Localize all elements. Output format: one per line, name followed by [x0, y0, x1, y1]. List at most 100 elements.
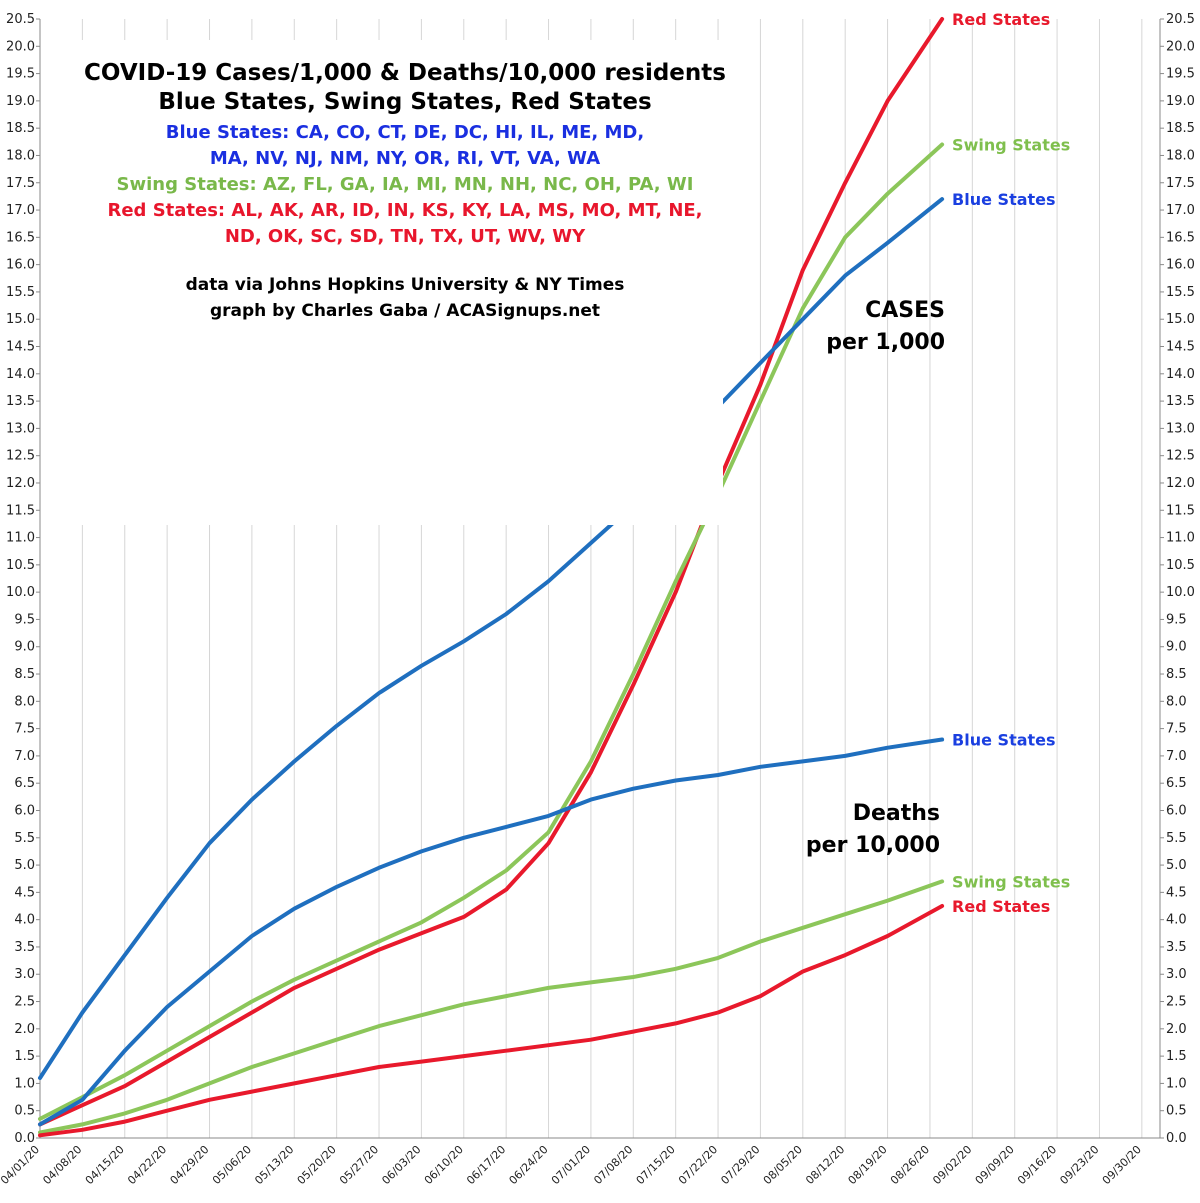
y-tick-label-left: 0.5	[14, 1104, 35, 1119]
y-tick-label-right: 2.0	[1166, 1022, 1187, 1037]
group-line-red-2: ND, OK, SC, SD, TN, TX, UT, WV, WY	[225, 226, 586, 247]
y-tick-label-left: 7.0	[14, 749, 35, 764]
series-label-cases-blue: Blue States	[952, 190, 1055, 209]
y-tick-label-left: 16.5	[6, 230, 35, 245]
y-tick-label-right: 0.5	[1166, 1104, 1187, 1119]
x-tick-label: 08/26/20	[888, 1143, 932, 1187]
y-tick-label-left: 15.5	[6, 285, 35, 300]
x-tick-label: 05/13/20	[252, 1143, 296, 1187]
y-tick-label-left: 8.5	[14, 667, 35, 682]
x-tick-label: 09/23/20	[1057, 1143, 1101, 1187]
y-tick-label-left: 12.0	[6, 476, 35, 491]
y-tick-label-left: 11.5	[6, 503, 35, 518]
series-line-deaths-blue	[38, 737, 945, 1127]
y-tick-label-left: 7.5	[14, 722, 35, 737]
chart-subtitle: Blue States, Swing States, Red States	[158, 89, 651, 115]
y-tick-label-right: 11.0	[1166, 531, 1195, 546]
y-tick-label-left: 5.5	[14, 831, 35, 846]
y-tick-label-left: 3.5	[14, 940, 35, 955]
x-tick-label: 08/12/20	[803, 1143, 847, 1187]
y-tick-label-right: 10.0	[1166, 585, 1195, 600]
series-line-deaths-red	[38, 904, 945, 1138]
x-tick-label: 09/30/20	[1100, 1143, 1144, 1187]
y-tick-label-right: 12.0	[1166, 476, 1195, 491]
series-label-cases-red: Red States	[952, 10, 1050, 29]
y-tick-label-right: 19.0	[1166, 94, 1195, 109]
y-tick-label-left: 15.0	[6, 312, 35, 327]
y-tick-label-right: 2.5	[1166, 995, 1187, 1010]
y-tick-label-right: 3.0	[1166, 967, 1187, 982]
y-tick-label-left: 17.5	[6, 176, 35, 191]
y-tick-label-right: 16.0	[1166, 258, 1195, 273]
y-tick-label-right: 15.5	[1166, 285, 1195, 300]
y-tick-label-left: 1.0	[14, 1076, 35, 1091]
y-tick-label-right: 8.0	[1166, 694, 1187, 709]
x-tick-label: 06/03/20	[379, 1143, 423, 1187]
series-line-cases-swing	[38, 142, 945, 1121]
y-tick-label-right: 20.5	[1166, 12, 1195, 27]
y-tick-label-right: 13.0	[1166, 421, 1195, 436]
y-tick-label-right: 19.5	[1166, 67, 1195, 82]
y-tick-label-left: 14.5	[6, 340, 35, 355]
x-tick-label: 05/20/20	[295, 1143, 339, 1187]
x-tick-label: 08/19/20	[846, 1143, 890, 1187]
x-tick-label: 09/09/20	[973, 1143, 1017, 1187]
y-tick-label-right: 5.5	[1166, 831, 1187, 846]
y-tick-label-right: 0.0	[1166, 1131, 1187, 1146]
series-line-cases-red	[38, 17, 945, 1127]
series-label-deaths-red: Red States	[952, 897, 1050, 916]
x-tick-label: 09/16/20	[1015, 1143, 1059, 1187]
series-label-cases-swing: Swing States	[952, 136, 1070, 155]
x-tick-label: 08/05/20	[761, 1143, 805, 1187]
y-tick-label-right: 18.5	[1166, 121, 1195, 136]
y-tick-label-left: 2.0	[14, 1022, 35, 1037]
deaths-annotation-line-1: Deaths	[853, 801, 940, 826]
y-tick-label-right: 18.0	[1166, 148, 1195, 163]
x-tick-label: 07/01/20	[549, 1143, 593, 1187]
y-tick-label-right: 10.5	[1166, 558, 1195, 573]
y-tick-label-left: 0.0	[14, 1131, 35, 1146]
y-tick-label-left: 12.5	[6, 449, 35, 464]
series-label-deaths-blue: Blue States	[952, 731, 1055, 750]
y-tick-label-left: 19.0	[6, 94, 35, 109]
y-tick-label-left: 9.5	[14, 612, 35, 627]
x-tick-label: 04/15/20	[83, 1143, 127, 1187]
cases-annotation-line-2: per 1,000	[826, 330, 945, 355]
series-line-deaths-swing	[38, 879, 945, 1135]
y-tick-label-right: 15.0	[1166, 312, 1195, 327]
y-tick-label-left: 4.5	[14, 885, 35, 900]
group-line-blue-1: Blue States: CA, CO, CT, DE, DC, HI, IL,…	[166, 122, 644, 143]
x-tick-label: 05/06/20	[210, 1143, 254, 1187]
y-tick-label-left: 17.0	[6, 203, 35, 218]
series-label-deaths-swing: Swing States	[952, 872, 1070, 891]
x-tick-label: 04/29/20	[168, 1143, 212, 1187]
y-tick-label-right: 13.5	[1166, 394, 1195, 409]
y-tick-label-left: 6.0	[14, 803, 35, 818]
y-tick-label-left: 8.0	[14, 694, 35, 709]
y-tick-label-right: 1.5	[1166, 1049, 1187, 1064]
y-tick-label-right: 14.5	[1166, 340, 1195, 355]
group-line-blue-2: MA, NV, NJ, NM, NY, OR, RI, VT, VA, WA	[210, 148, 600, 169]
y-tick-label-left: 18.5	[6, 121, 35, 136]
x-tick-label: 04/01/20	[0, 1143, 42, 1187]
x-tick-label: 07/29/20	[718, 1143, 762, 1187]
y-tick-label-left: 6.5	[14, 776, 35, 791]
y-tick-label-right: 4.5	[1166, 885, 1187, 900]
group-line-red-1: Red States: AL, AK, AR, ID, IN, KS, KY, …	[107, 200, 702, 221]
x-tick-label: 06/10/20	[422, 1143, 466, 1187]
y-tick-label-right: 11.5	[1166, 503, 1195, 518]
x-tick-label: 04/08/20	[40, 1143, 84, 1187]
y-tick-label-right: 7.5	[1166, 722, 1187, 737]
y-tick-label-left: 4.0	[14, 913, 35, 928]
y-tick-label-right: 7.0	[1166, 749, 1187, 764]
y-tick-label-right: 14.0	[1166, 367, 1195, 382]
y-tick-label-right: 9.5	[1166, 612, 1187, 627]
x-tick-label: 09/02/20	[930, 1143, 974, 1187]
y-tick-label-left: 3.0	[14, 967, 35, 982]
series-label-layer: Red States Swing States Blue States Blue St…	[952, 10, 1070, 916]
y-tick-label-right: 20.0	[1166, 39, 1195, 54]
x-tick-label: 05/27/20	[337, 1143, 381, 1187]
y-tick-label-left: 20.5	[6, 12, 35, 27]
y-tick-label-right: 1.0	[1166, 1076, 1187, 1091]
